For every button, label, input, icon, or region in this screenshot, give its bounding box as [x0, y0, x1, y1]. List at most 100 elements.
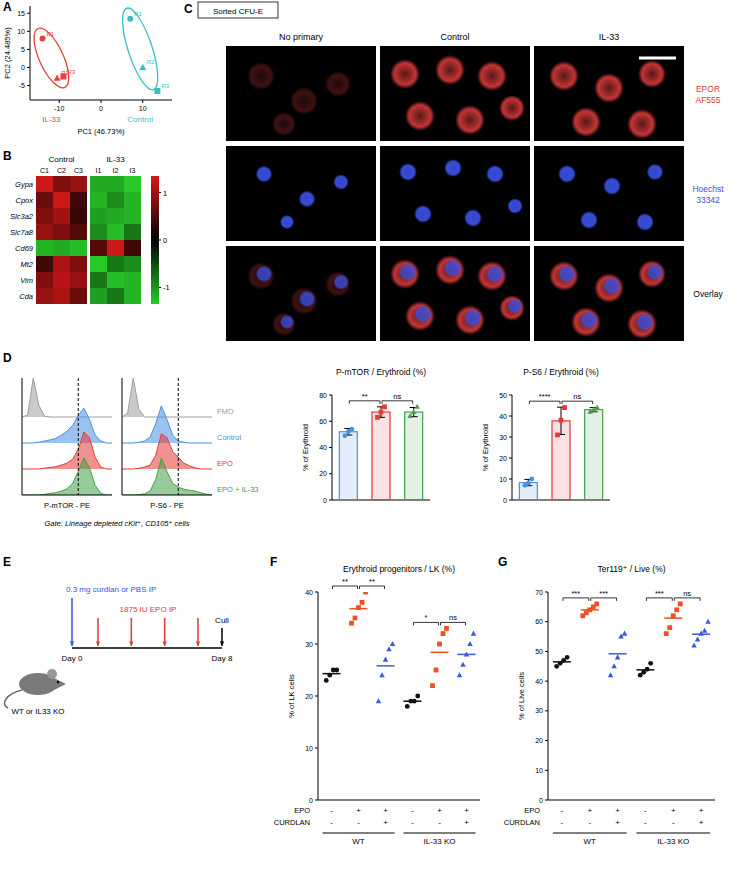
cell-nucleus: [507, 298, 523, 314]
density-fill: [122, 458, 212, 495]
heat-cell: [90, 256, 107, 272]
tick: [545, 621, 548, 622]
point: [526, 481, 531, 486]
sig-bracket: [382, 401, 413, 404]
heat-cell: [70, 256, 87, 272]
row-label: 33342: [696, 195, 720, 205]
row-label: Cda: [19, 292, 33, 301]
colorbar: [151, 176, 159, 304]
column-header: IL-33: [599, 32, 620, 42]
point: [467, 641, 473, 646]
condition-mark: -: [561, 818, 564, 827]
condition-mark: +: [464, 818, 469, 827]
sig-bracket: [333, 586, 358, 589]
tick-label: 30: [499, 434, 507, 441]
tick-label: 0: [309, 797, 313, 804]
point: [460, 662, 466, 667]
point: [405, 704, 410, 709]
tick-label: 20: [535, 737, 543, 744]
x-axis: [548, 800, 715, 801]
sig-label: ****: [539, 392, 551, 401]
tick: [27, 85, 30, 86]
cell-nucleus: [636, 313, 654, 331]
tick-label: 60: [319, 418, 327, 425]
cell-nucleus: [256, 266, 273, 283]
point: [415, 694, 420, 699]
row-label: AF555: [695, 95, 720, 105]
column-label: I3: [130, 167, 136, 174]
scale-bar: [639, 57, 676, 60]
heat-cell: [53, 176, 70, 192]
cell-membrane: [390, 59, 420, 89]
tick: [545, 681, 548, 682]
cell-membrane: [405, 301, 435, 331]
condition-label: EPO: [294, 806, 310, 815]
condition-mark: -: [561, 806, 564, 815]
point: [594, 405, 600, 410]
row-label: Gypa: [15, 180, 33, 189]
point: [565, 655, 570, 660]
point: [667, 625, 672, 630]
point: [705, 619, 711, 624]
cell-nucleus: [647, 264, 664, 281]
row-label: Hoechst: [692, 184, 724, 194]
condition-label: CURDLAN: [274, 818, 310, 827]
sig-bracket: [349, 401, 380, 404]
sig-label: ***: [571, 589, 580, 598]
tick: [509, 500, 512, 501]
heat-cell: [107, 208, 124, 224]
bar: [372, 412, 390, 500]
heat-cell: [124, 224, 141, 240]
heat-cell: [70, 224, 87, 240]
point-label: R3: [67, 69, 75, 75]
heat-cell: [107, 224, 124, 240]
cell-nucleus: [486, 265, 504, 283]
cell-nucleus: [399, 163, 417, 181]
density-fill: [22, 432, 112, 469]
cell-nucleus: [507, 198, 523, 214]
mouse-eye: [57, 681, 59, 683]
density-line: [22, 408, 112, 443]
cell-membrane: [477, 61, 507, 91]
y-axis: [122, 378, 123, 495]
tick: [315, 748, 318, 749]
cell-nucleus: [299, 291, 316, 308]
tick-label: 0: [323, 497, 327, 504]
tick: [545, 651, 548, 652]
condition-mark: -: [357, 818, 360, 827]
cell-nucleus: [647, 164, 664, 181]
tick-label: 50: [535, 648, 543, 655]
heat-cell: [107, 288, 124, 304]
sig-label: *: [425, 613, 428, 622]
density-fill: [22, 408, 112, 443]
tick: [509, 479, 512, 480]
cell-membrane: [549, 61, 579, 91]
tick: [545, 800, 548, 801]
condition-mark: -: [411, 818, 414, 827]
tick: [329, 500, 332, 501]
row-label: Slc3a2: [10, 212, 34, 221]
tick: [142, 100, 143, 103]
point: [664, 631, 669, 636]
cell-nucleus: [486, 165, 504, 183]
plot-area: [122, 378, 212, 495]
sig-bracket: [674, 598, 700, 601]
sig-bracket: [441, 622, 466, 625]
cell-nucleus: [399, 263, 417, 281]
point: [430, 683, 435, 688]
panel-label: G: [498, 555, 507, 569]
point: [457, 672, 463, 677]
tick-label: 0: [503, 497, 507, 504]
cell-membrane: [594, 73, 624, 103]
heat-cell: [36, 208, 53, 224]
density-line: [122, 378, 212, 417]
micrograph: [534, 146, 684, 241]
cell-nucleus: [603, 277, 621, 295]
tick: [315, 800, 318, 801]
panel-label: D: [3, 351, 12, 365]
density-line: [122, 434, 212, 469]
y-axis: [22, 378, 23, 495]
condition-mark: +: [615, 818, 620, 827]
condition-mark: -: [672, 818, 675, 827]
point: [411, 409, 417, 414]
